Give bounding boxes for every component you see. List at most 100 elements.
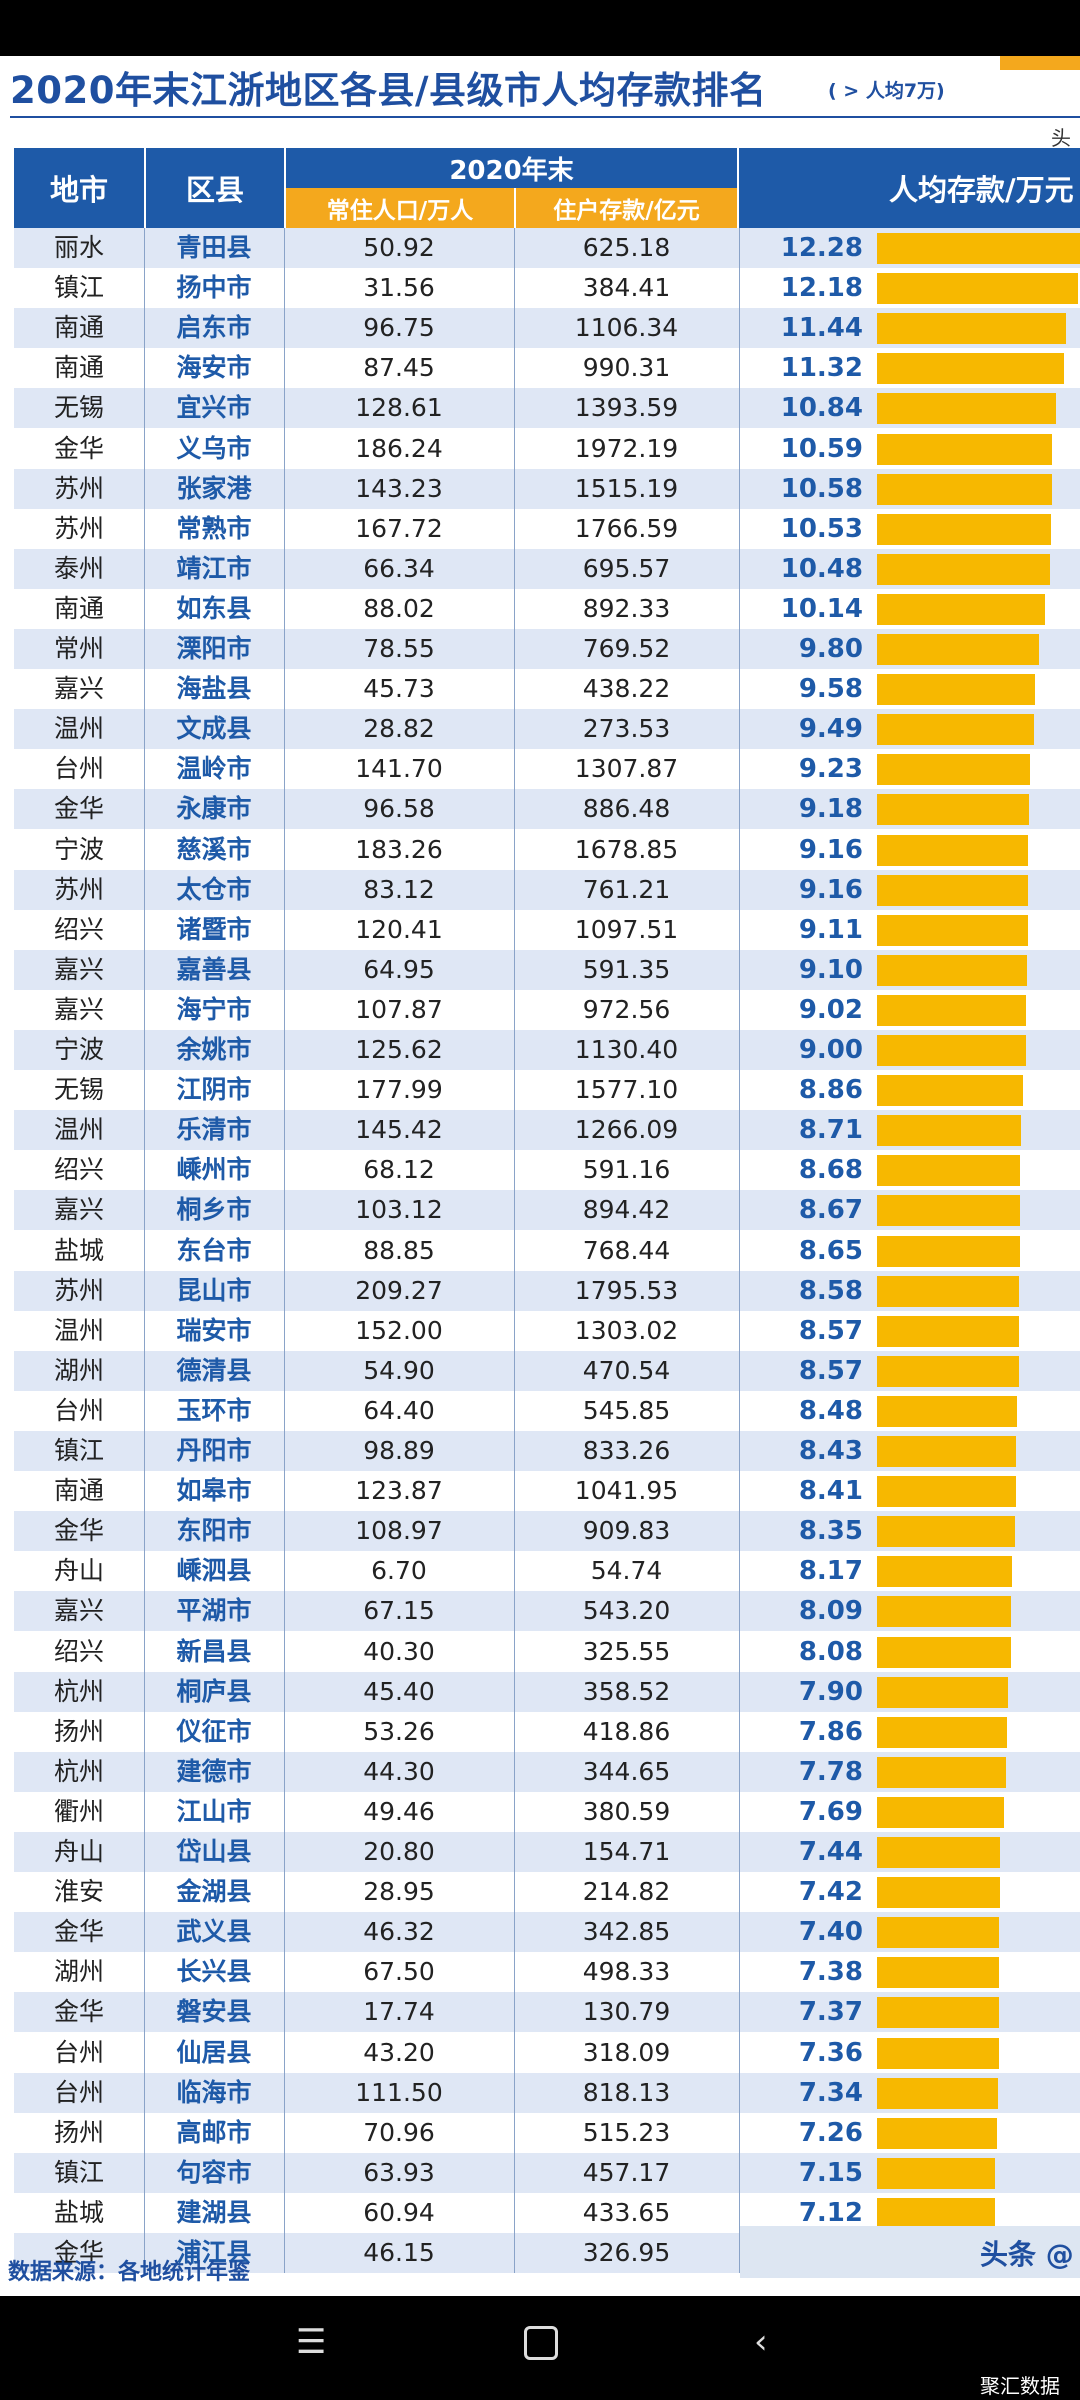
per-capita-cell: 7.37 bbox=[798, 1997, 863, 2028]
per-capita-cell: 10.14 bbox=[780, 593, 863, 624]
city-cell: 南通 bbox=[53, 353, 104, 383]
county-cell: 岱山县 bbox=[176, 1837, 252, 1866]
county-cell: 宜兴市 bbox=[176, 393, 252, 423]
deposits-cell: 273.53 bbox=[582, 714, 671, 744]
deposits-cell: 591.35 bbox=[582, 954, 671, 984]
table-row: 温州 乐清市 145.42 1266.09 8.71 bbox=[14, 1110, 1080, 1151]
per-capita-cell: 8.43 bbox=[798, 1436, 863, 1466]
population-cell: 64.95 bbox=[363, 954, 435, 984]
table-row: 台州 玉环市 64.40 545.85 8.48 bbox=[14, 1391, 1080, 1431]
per-capita-cell: 7.86 bbox=[798, 1716, 863, 1747]
county-cell: 临海市 bbox=[176, 2077, 252, 2107]
deposits-cell: 591.16 bbox=[582, 1155, 671, 1185]
per-capita-bar bbox=[877, 834, 1028, 866]
county-cell: 玉环市 bbox=[176, 1395, 252, 1425]
table-row: 金华 磐安县 17.74 130.79 7.37 bbox=[14, 1992, 1080, 2033]
population-cell: 54.90 bbox=[363, 1355, 435, 1385]
per-capita-cell: 8.57 bbox=[798, 1315, 863, 1346]
deposits-cell: 695.57 bbox=[582, 553, 671, 583]
footer-band bbox=[740, 2226, 1080, 2278]
per-capita-cell: 10.48 bbox=[780, 553, 863, 584]
city-cell: 苏州 bbox=[53, 874, 104, 904]
county-cell: 海宁市 bbox=[176, 994, 252, 1024]
home-icon[interactable] bbox=[524, 2326, 558, 2360]
per-capita-cell: 7.78 bbox=[798, 1756, 863, 1787]
population-cell: 209.27 bbox=[355, 1275, 443, 1305]
county-cell: 温岭市 bbox=[176, 754, 252, 784]
per-capita-cell: 12.28 bbox=[780, 233, 863, 263]
per-capita-cell: 9.16 bbox=[798, 874, 863, 905]
city-cell: 盐城 bbox=[53, 2197, 104, 2227]
deposits-cell: 515.23 bbox=[582, 2117, 671, 2147]
system-nav-bar: ☰ ‹ bbox=[0, 2296, 1080, 2400]
per-capita-bar bbox=[877, 1275, 1019, 1307]
per-capita-bar bbox=[877, 1035, 1026, 1066]
table-row: 苏州 太仓市 83.12 761.21 9.16 bbox=[14, 869, 1080, 910]
per-capita-bar bbox=[877, 1195, 1020, 1227]
population-cell: 49.46 bbox=[363, 1796, 435, 1826]
city-cell: 苏州 bbox=[53, 473, 104, 503]
table-row: 金华 义乌市 186.24 1972.19 10.59 bbox=[14, 429, 1080, 469]
population-cell: 67.15 bbox=[363, 1596, 435, 1626]
per-capita-cell: 9.16 bbox=[798, 834, 863, 865]
deposits-cell: 1041.95 bbox=[574, 1476, 679, 1506]
county-cell: 溧阳市 bbox=[176, 634, 252, 663]
table-row: 湖州 长兴县 67.50 498.33 7.38 bbox=[14, 1952, 1080, 1992]
deposits-cell: 380.59 bbox=[582, 1796, 671, 1826]
table-row: 苏州 昆山市 209.27 1795.53 8.58 bbox=[14, 1270, 1080, 1311]
county-cell: 青田县 bbox=[176, 233, 252, 262]
city-cell: 盐城 bbox=[53, 1235, 104, 1265]
city-cell: 嘉兴 bbox=[53, 1596, 104, 1626]
deposits-cell: 342.85 bbox=[582, 1917, 671, 1947]
population-cell: 143.23 bbox=[355, 473, 443, 503]
column-divider bbox=[739, 228, 740, 2273]
per-capita-cell: 9.49 bbox=[798, 714, 863, 745]
per-capita-bar bbox=[877, 994, 1026, 1026]
city-cell: 金华 bbox=[53, 1516, 104, 1546]
header-per-capita: 人均存款/万元 bbox=[739, 148, 1080, 228]
per-capita-bar bbox=[877, 1315, 1019, 1347]
population-cell: 20.80 bbox=[363, 1837, 435, 1866]
table-row: 无锡 宜兴市 128.61 1393.59 10.84 bbox=[14, 388, 1080, 429]
city-cell: 金华 bbox=[53, 2238, 104, 2267]
population-cell: 103.12 bbox=[355, 1195, 443, 1225]
back-icon[interactable]: ‹ bbox=[754, 2322, 768, 2362]
population-cell: 45.40 bbox=[363, 1676, 435, 1706]
deposits-cell: 438.22 bbox=[582, 674, 671, 704]
population-cell: 53.26 bbox=[363, 1716, 435, 1746]
city-cell: 杭州 bbox=[53, 1676, 104, 1706]
deposits-cell: 418.86 bbox=[582, 1716, 671, 1746]
table-row: 常州 溧阳市 78.55 769.52 9.80 bbox=[14, 629, 1080, 669]
table-row: 镇江 句容市 63.93 457.17 7.15 bbox=[14, 2152, 1080, 2193]
population-cell: 64.40 bbox=[363, 1395, 435, 1425]
deposits-cell: 318.09 bbox=[582, 2037, 671, 2067]
column-divider bbox=[144, 228, 145, 2273]
per-capita-bar bbox=[877, 754, 1030, 786]
table-row: 杭州 建德市 44.30 344.65 7.78 bbox=[14, 1751, 1080, 1792]
city-cell: 苏州 bbox=[53, 1275, 104, 1305]
per-capita-cell: 12.18 bbox=[780, 273, 863, 304]
county-cell: 浦江县 bbox=[176, 2238, 252, 2267]
per-capita-bar bbox=[877, 1436, 1016, 1467]
population-cell: 50.92 bbox=[363, 233, 435, 262]
per-capita-cell: 7.40 bbox=[798, 1917, 863, 1948]
per-capita-bar bbox=[877, 1957, 999, 1989]
table-row: 温州 瑞安市 152.00 1303.02 8.57 bbox=[14, 1311, 1080, 1351]
table-row: 宁波 慈溪市 183.26 1678.85 9.16 bbox=[14, 830, 1080, 870]
population-cell: 96.58 bbox=[363, 794, 435, 824]
county-cell: 义乌市 bbox=[176, 433, 252, 463]
per-capita-cell: 8.48 bbox=[798, 1395, 863, 1426]
table-row: 扬州 仪征市 53.26 418.86 7.86 bbox=[14, 1712, 1080, 1752]
deposits-cell: 1097.51 bbox=[574, 914, 679, 944]
city-cell: 镇江 bbox=[53, 2157, 104, 2187]
deposits-cell: 833.26 bbox=[582, 1436, 671, 1465]
ranking-sheet: 2020年末江浙地区各县/县级市人均存款排名 ( > 人均7万) 头 地市 区县… bbox=[0, 56, 1080, 2296]
per-capita-bar bbox=[877, 473, 1052, 505]
menu-icon[interactable]: ☰ bbox=[296, 2322, 327, 2362]
per-capita-cell: 8.09 bbox=[798, 1596, 863, 1627]
per-capita-bar bbox=[877, 1395, 1017, 1427]
table-row: 苏州 常熟市 167.72 1766.59 10.53 bbox=[14, 509, 1080, 549]
city-cell: 杭州 bbox=[53, 1756, 104, 1786]
table-row: 温州 文成县 28.82 273.53 9.49 bbox=[14, 709, 1080, 750]
deposits-cell: 154.71 bbox=[582, 1837, 671, 1866]
